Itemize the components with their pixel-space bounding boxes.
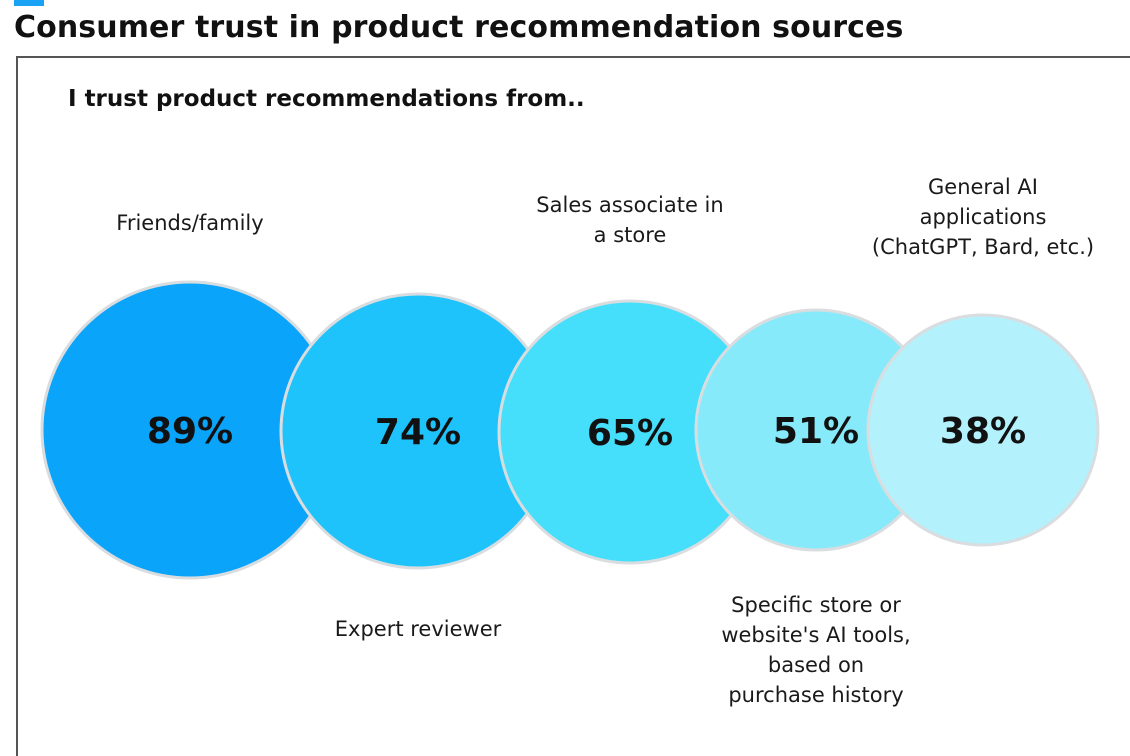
bubble-chart: 89% 74% 65% 51% 38%: [40, 280, 1100, 580]
bubble-value-label: 89%: [147, 411, 233, 452]
bubble-value-label: 74%: [375, 412, 461, 453]
category-label-friends-family: Friends/family: [116, 211, 264, 235]
category-label-general-ai: General AI applications (ChatGPT, Bard, …: [871, 175, 1095, 259]
bubble-1: 89%: [40, 280, 340, 580]
bubble-5: 38%: [866, 313, 1100, 547]
bubble-circle-general-ai: [866, 313, 1100, 547]
chart-frame: [16, 56, 1130, 756]
bubble-3: 65%: [497, 299, 763, 565]
chart-subtitle: I trust product recommendations from..: [68, 86, 585, 112]
category-label-expert-reviewer: Expert reviewer: [334, 617, 502, 641]
category-label-sales-associate-in: Sales associate in a store: [536, 193, 724, 247]
bubble-4: 51%: [694, 308, 938, 552]
bubble-value-label: 38%: [940, 411, 1026, 452]
page-title: Consumer trust in product recommendation…: [14, 10, 904, 45]
bubble-value-label: 51%: [773, 411, 859, 452]
bubble-2: 74%: [279, 292, 557, 570]
title-accent-bar: [14, 0, 44, 6]
bubble-value-label: 65%: [587, 413, 673, 454]
category-label-specific-store-or: Specific store or website's AI tools, ba…: [721, 593, 911, 707]
